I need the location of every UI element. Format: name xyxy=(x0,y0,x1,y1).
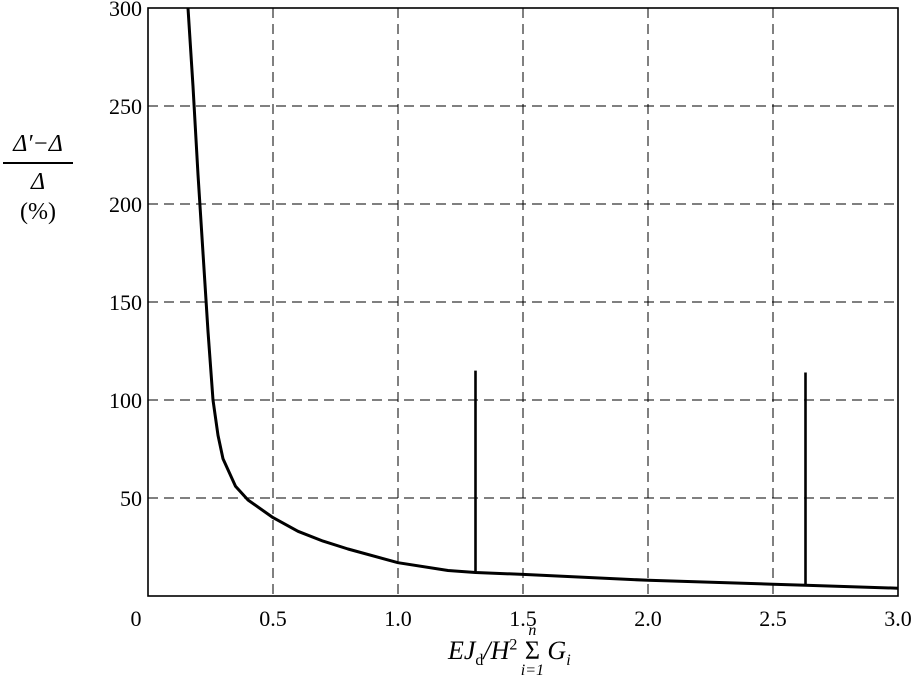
y-label-numerator: Δ′−Δ xyxy=(13,131,63,157)
y-tick-label: 150 xyxy=(109,290,142,315)
vertical-markers xyxy=(474,370,807,586)
x-tick-label: 3.0 xyxy=(884,606,912,631)
y-tick-labels: 50 100 150 200 250 300 xyxy=(109,0,142,511)
y-label-unit: (%) xyxy=(20,198,56,225)
plot-frame xyxy=(147,7,899,597)
y-tick-label: 50 xyxy=(120,486,142,511)
y-tick-label: 100 xyxy=(109,388,142,413)
y-tick-label: 250 xyxy=(109,94,142,119)
sum-sigma: Σ xyxy=(524,636,540,665)
x-tick-label: 0.5 xyxy=(259,606,287,631)
sum-upper-limit: n xyxy=(528,622,537,639)
x-tick-label: 2.0 xyxy=(634,606,662,631)
x-label-G-sub: i xyxy=(566,652,571,670)
axes xyxy=(147,7,899,597)
x-label-slash: /H xyxy=(483,636,510,665)
x-label-lhs: EJ xyxy=(448,636,476,665)
x-tick-label: 0 xyxy=(131,606,142,631)
sum-lower-limit: i=1 xyxy=(520,662,545,679)
series-group xyxy=(186,7,899,590)
y-label-fraction-bar xyxy=(3,162,73,164)
x-tick-label: 2.5 xyxy=(759,606,787,631)
y-label-denominator: Δ xyxy=(30,168,46,195)
x-label-sup: 2 xyxy=(509,636,518,654)
x-label-G: G xyxy=(547,636,567,665)
series-line xyxy=(186,7,899,590)
y-tick-label: 200 xyxy=(109,192,142,217)
x-label-lhs-sub: d xyxy=(475,652,484,670)
x-tick-label: 1.0 xyxy=(384,606,412,631)
y-axis-label: Δ′−Δ Δ (%) xyxy=(0,132,78,224)
x-tick-labels: 0 0.5 1.0 1.5 2.0 2.5 3.0 xyxy=(131,606,912,631)
x-tick-label: 1.5 xyxy=(509,606,537,631)
grid-lines xyxy=(148,8,898,596)
y-tick-label: 300 xyxy=(109,0,142,21)
